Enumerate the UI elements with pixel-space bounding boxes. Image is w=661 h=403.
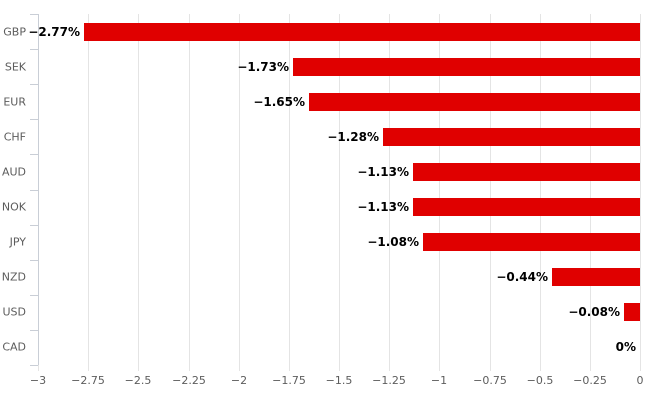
bar [293,58,640,76]
bar [383,128,640,146]
y-axis-tick [30,190,38,191]
bar [423,233,640,251]
x-tick-label: −0.5 [526,374,554,387]
gridline [88,14,89,371]
value-label: −1.13% [357,165,409,179]
value-label: −2.77% [28,25,80,39]
bar [84,23,640,41]
y-axis-tick [30,330,38,331]
x-tick-label: −1 [430,374,448,387]
bar [624,303,640,321]
y-axis-tick [30,295,38,296]
x-tick-label: −0.25 [573,374,607,387]
gridline [590,14,591,371]
gridline [339,14,340,371]
y-axis-tick [30,84,38,85]
y-axis-tick [30,154,38,155]
y-axis-tick [30,49,38,50]
gridline [389,14,390,371]
x-tick-label: −2.5 [124,374,152,387]
gridline [640,14,641,371]
category-label: GBP [3,25,26,39]
y-axis-line [38,14,39,365]
category-label: JPY [9,235,26,249]
bar [413,198,640,216]
x-axis-tick [38,365,39,371]
category-label: CAD [2,340,26,354]
value-label: −1.65% [253,95,305,109]
value-label: −0.44% [496,270,548,284]
bar [413,163,640,181]
x-tick-label: −1.25 [372,374,406,387]
category-label: EUR [3,95,26,109]
x-tick-label: −1.5 [325,374,353,387]
value-label: 0% [615,340,636,354]
y-axis-tick [30,225,38,226]
value-label: −1.28% [327,130,379,144]
gridline [439,14,440,371]
gridline [289,14,290,371]
x-tick-label: −2.25 [172,374,206,387]
x-tick-label: −0.75 [473,374,507,387]
value-label: −1.13% [357,200,409,214]
category-label: NOK [1,200,26,214]
x-tick-label: 0 [636,374,644,387]
gridline [189,14,190,371]
x-tick-label: −3 [29,374,47,387]
gridline [239,14,240,371]
value-label: −0.08% [568,305,620,319]
category-label: CHF [3,130,26,144]
value-label: −1.73% [237,60,289,74]
x-tick-label: −1.75 [272,374,306,387]
gridline [540,14,541,371]
gridline [138,14,139,371]
value-label: −1.08% [367,235,419,249]
bar [309,93,640,111]
y-axis-tick [30,14,38,15]
y-axis-tick [30,119,38,120]
y-axis-tick [30,260,38,261]
x-tick-label: −2.75 [71,374,105,387]
category-label: SEK [4,60,26,74]
x-tick-label: −2 [230,374,248,387]
bar [552,268,640,286]
category-label: NZD [1,270,26,284]
category-label: AUD [1,165,26,179]
y-axis-tick [30,365,38,366]
gridline [490,14,491,371]
category-label: USD [2,305,26,319]
